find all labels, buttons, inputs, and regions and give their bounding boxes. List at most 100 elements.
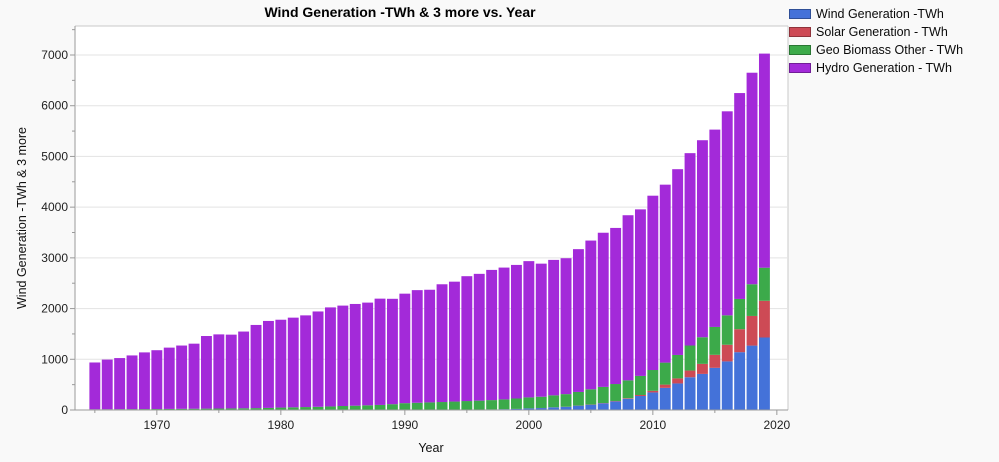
bar-segment[interactable] [696,140,708,338]
bar-segment[interactable] [337,305,349,407]
bar-segment[interactable] [610,384,622,401]
bar-segment[interactable] [597,403,609,410]
bar-segment[interactable] [597,386,609,403]
bar-segment[interactable] [126,355,138,410]
bar-segment[interactable] [721,361,733,410]
bar-segment[interactable] [324,406,336,410]
bar-segment[interactable] [672,378,684,384]
bar-segment[interactable] [634,209,646,376]
bar-segment[interactable] [585,389,597,405]
bar-segment[interactable] [188,343,200,409]
legend-swatch[interactable] [789,27,811,37]
bar-segment[interactable] [672,383,684,410]
bar-segment[interactable] [610,401,622,410]
bar-segment[interactable] [572,405,584,410]
bar-segment[interactable] [151,350,163,410]
bar-segment[interactable] [510,264,522,399]
bar-segment[interactable] [746,345,758,410]
bar-segment[interactable] [486,400,498,410]
bar-segment[interactable] [498,399,510,410]
bar-segment[interactable] [659,384,671,388]
bar-segment[interactable] [461,401,473,410]
bar-segment[interactable] [647,392,659,410]
bar-segment[interactable] [399,293,411,404]
bar-segment[interactable] [610,227,622,385]
bar-segment[interactable] [560,406,572,410]
bar-segment[interactable] [758,53,770,268]
bar-segment[interactable] [238,408,250,410]
bar-segment[interactable] [622,380,634,399]
bar-segment[interactable] [721,315,733,345]
legend-swatch[interactable] [789,45,811,55]
bar-segment[interactable] [399,403,411,410]
bar-segment[interactable] [659,184,671,363]
bar-segment[interactable] [362,405,374,410]
bar-segment[interactable] [498,267,510,400]
bar-segment[interactable] [275,407,287,410]
bar-segment[interactable] [386,298,398,405]
bar-segment[interactable] [523,261,535,398]
bar-segment[interactable] [659,387,671,410]
bar-segment[interactable] [709,326,721,355]
bar-segment[interactable] [225,334,237,409]
bar-segment[interactable] [548,407,560,410]
bar-segment[interactable] [734,352,746,410]
bar-segment[interactable] [374,298,386,405]
bar-segment[interactable] [684,345,696,371]
bar-segment[interactable] [374,404,386,410]
bar-segment[interactable] [262,407,274,410]
bar-segment[interactable] [597,232,609,387]
bar-segment[interactable] [225,408,237,410]
bar-segment[interactable] [275,319,287,408]
bar-segment[interactable] [585,240,597,390]
bar-segment[interactable] [287,407,299,410]
bar-segment[interactable] [721,344,733,362]
bar-segment[interactable] [734,329,746,353]
bar-segment[interactable] [734,298,746,330]
bar-segment[interactable] [709,129,721,327]
bar-segment[interactable] [535,263,547,397]
bar-segment[interactable] [424,289,436,403]
bar-segment[interactable] [163,347,175,409]
bar-segment[interactable] [684,377,696,410]
legend-swatch[interactable] [789,9,811,19]
bar-segment[interactable] [436,402,448,410]
bar-segment[interactable] [746,72,758,285]
bar-segment[interactable] [461,276,473,402]
bar-segment[interactable] [758,337,770,411]
bar-segment[interactable] [548,395,560,408]
bar-segment[interactable] [721,111,733,316]
legend-item[interactable]: Hydro Generation - TWh [789,59,963,77]
bar-segment[interactable] [213,334,225,409]
bar-segment[interactable] [324,307,336,407]
bar-segment[interactable] [424,402,436,410]
bar-segment[interactable] [672,169,684,355]
bar-segment[interactable] [200,408,212,410]
bar-segment[interactable] [647,195,659,371]
bar-segment[interactable] [238,331,250,409]
bar-segment[interactable] [634,375,646,395]
bar-segment[interactable] [386,404,398,410]
bar-segment[interactable] [634,396,646,410]
bar-segment[interactable] [622,215,634,381]
bar-segment[interactable] [349,405,361,410]
bar-segment[interactable] [312,311,324,407]
bar-segment[interactable] [101,359,113,410]
legend-item[interactable]: Wind Generation -TWh [789,5,963,23]
bar-segment[interactable] [176,408,188,410]
bar-segment[interactable] [138,352,150,410]
bar-segment[interactable] [622,398,634,399]
bar-segment[interactable] [436,284,448,403]
bar-segment[interactable] [163,408,175,410]
bar-segment[interactable] [337,406,349,410]
bar-segment[interactable] [250,324,262,409]
bar-segment[interactable] [659,362,671,385]
bar-segment[interactable] [411,290,423,403]
bar-segment[interactable] [473,400,485,410]
bar-segment[interactable] [634,394,646,397]
bar-segment[interactable] [89,362,101,410]
bar-segment[interactable] [758,267,770,301]
bar-segment[interactable] [758,300,770,338]
bar-segment[interactable] [176,345,188,409]
